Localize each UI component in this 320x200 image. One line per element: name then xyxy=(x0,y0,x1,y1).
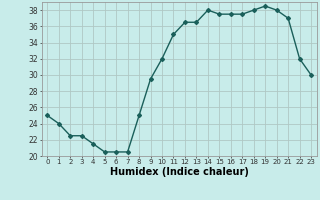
X-axis label: Humidex (Indice chaleur): Humidex (Indice chaleur) xyxy=(110,167,249,177)
